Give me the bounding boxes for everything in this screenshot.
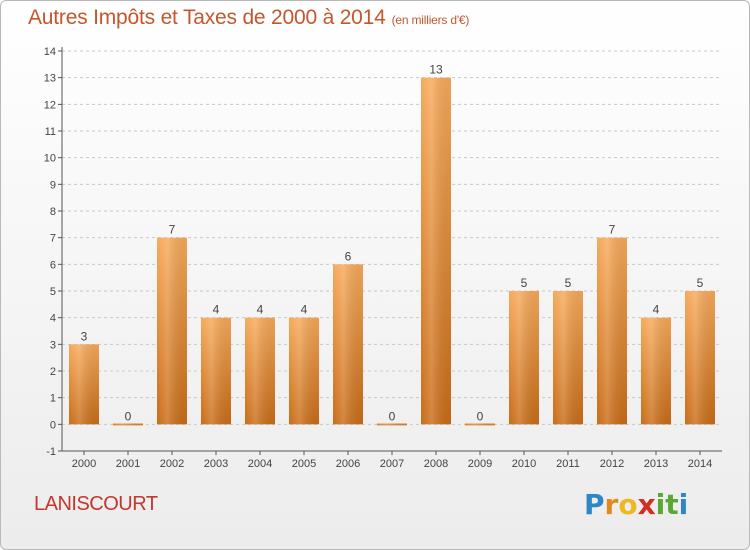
- y-tick-label: 5: [50, 286, 56, 298]
- value-label-2012: 7: [609, 223, 616, 237]
- bars: [69, 77, 715, 426]
- value-label-2008: 13: [429, 63, 443, 77]
- value-label-2004: 4: [257, 303, 264, 317]
- x-tick-label-2002: 2002: [160, 458, 184, 470]
- y-tick-label: 2: [50, 366, 56, 378]
- y-tick-label: 7: [50, 233, 56, 245]
- x-tick-label-2012: 2012: [600, 458, 624, 470]
- x-tick-label-2014: 2014: [688, 458, 712, 470]
- value-label-2014: 5: [697, 276, 704, 290]
- proxiti-logo[interactable]: Proxiti: [584, 488, 688, 521]
- chart-title-text: Autres Impôts et Taxes de 2000 à 2014: [28, 6, 386, 29]
- logo-letter: i: [655, 488, 666, 521]
- y-tick-label: 1: [50, 393, 56, 405]
- chart-subtitle: (en milliers d'€): [391, 13, 470, 27]
- bar-shine-2009: [465, 423, 495, 426]
- y-tick-label: 10: [44, 153, 56, 165]
- bar-shine-2010: [509, 291, 539, 425]
- bar-shine-2013: [641, 317, 671, 425]
- bar-shine-2001: [113, 423, 143, 426]
- x-tick-label-2013: 2013: [644, 458, 668, 470]
- y-tick-label: -1: [46, 446, 56, 458]
- bar-shine-2008: [421, 77, 451, 425]
- axes: [58, 47, 722, 455]
- labels: -101234567891011121314200032001020027200…: [44, 46, 712, 470]
- logo-letter: o: [618, 488, 638, 521]
- value-label-2007: 0: [389, 409, 396, 423]
- bar-shine-2014: [685, 291, 715, 425]
- bar-shine-2000: [69, 344, 99, 425]
- y-tick-label: 0: [50, 419, 56, 431]
- value-label-2000: 3: [81, 329, 88, 343]
- x-tick-label-2010: 2010: [512, 458, 536, 470]
- y-tick-label: 13: [44, 73, 56, 85]
- y-tick-label: 4: [50, 313, 56, 325]
- logo-letter: t: [665, 488, 679, 521]
- bar-shine-2003: [201, 317, 231, 425]
- value-label-2002: 7: [169, 223, 176, 237]
- value-label-2009: 0: [477, 409, 484, 423]
- value-label-2011: 5: [565, 276, 572, 290]
- value-label-2005: 4: [301, 303, 308, 317]
- x-tick-label-2011: 2011: [556, 458, 580, 470]
- y-tick-label: 8: [50, 206, 56, 218]
- y-tick-label: 9: [50, 179, 56, 191]
- bar-shine-2002: [157, 237, 187, 425]
- x-tick-label-2000: 2000: [72, 458, 96, 470]
- bar-shine-2005: [289, 317, 319, 425]
- bar-shine-2004: [245, 317, 275, 425]
- bar-shine-2006: [333, 264, 363, 425]
- y-tick-label: 3: [50, 339, 56, 351]
- logo-letter: i: [678, 488, 689, 521]
- x-tick-label-2009: 2009: [468, 458, 492, 470]
- x-tick-label-2004: 2004: [248, 458, 272, 470]
- x-tick-label-2001: 2001: [116, 458, 140, 470]
- x-tick-label-2008: 2008: [424, 458, 448, 470]
- logo-letter: r: [604, 488, 619, 521]
- value-label-2013: 4: [653, 303, 660, 317]
- x-tick-label-2007: 2007: [380, 458, 404, 470]
- y-tick-label: 14: [44, 46, 56, 58]
- bar-shine-2012: [597, 237, 627, 425]
- x-tick-label-2005: 2005: [292, 458, 316, 470]
- logo-letter: P: [584, 488, 605, 521]
- x-tick-label-2003: 2003: [204, 458, 228, 470]
- commune-name: LANISCOURT: [34, 493, 158, 515]
- chart-title: Autres Impôts et Taxes de 2000 à 2014 (en…: [28, 6, 469, 30]
- value-label-2001: 0: [125, 409, 132, 423]
- bar-shine-2007: [377, 423, 407, 426]
- y-tick-label: 12: [44, 99, 56, 111]
- bar-shine-2011: [553, 291, 583, 425]
- value-label-2006: 6: [345, 249, 352, 263]
- value-label-2010: 5: [521, 276, 528, 290]
- y-tick-label: 6: [50, 259, 56, 271]
- x-tick-label-2006: 2006: [336, 458, 360, 470]
- logo-letter: x: [637, 488, 656, 521]
- y-tick-label: 11: [45, 126, 56, 138]
- value-label-2003: 4: [213, 303, 220, 317]
